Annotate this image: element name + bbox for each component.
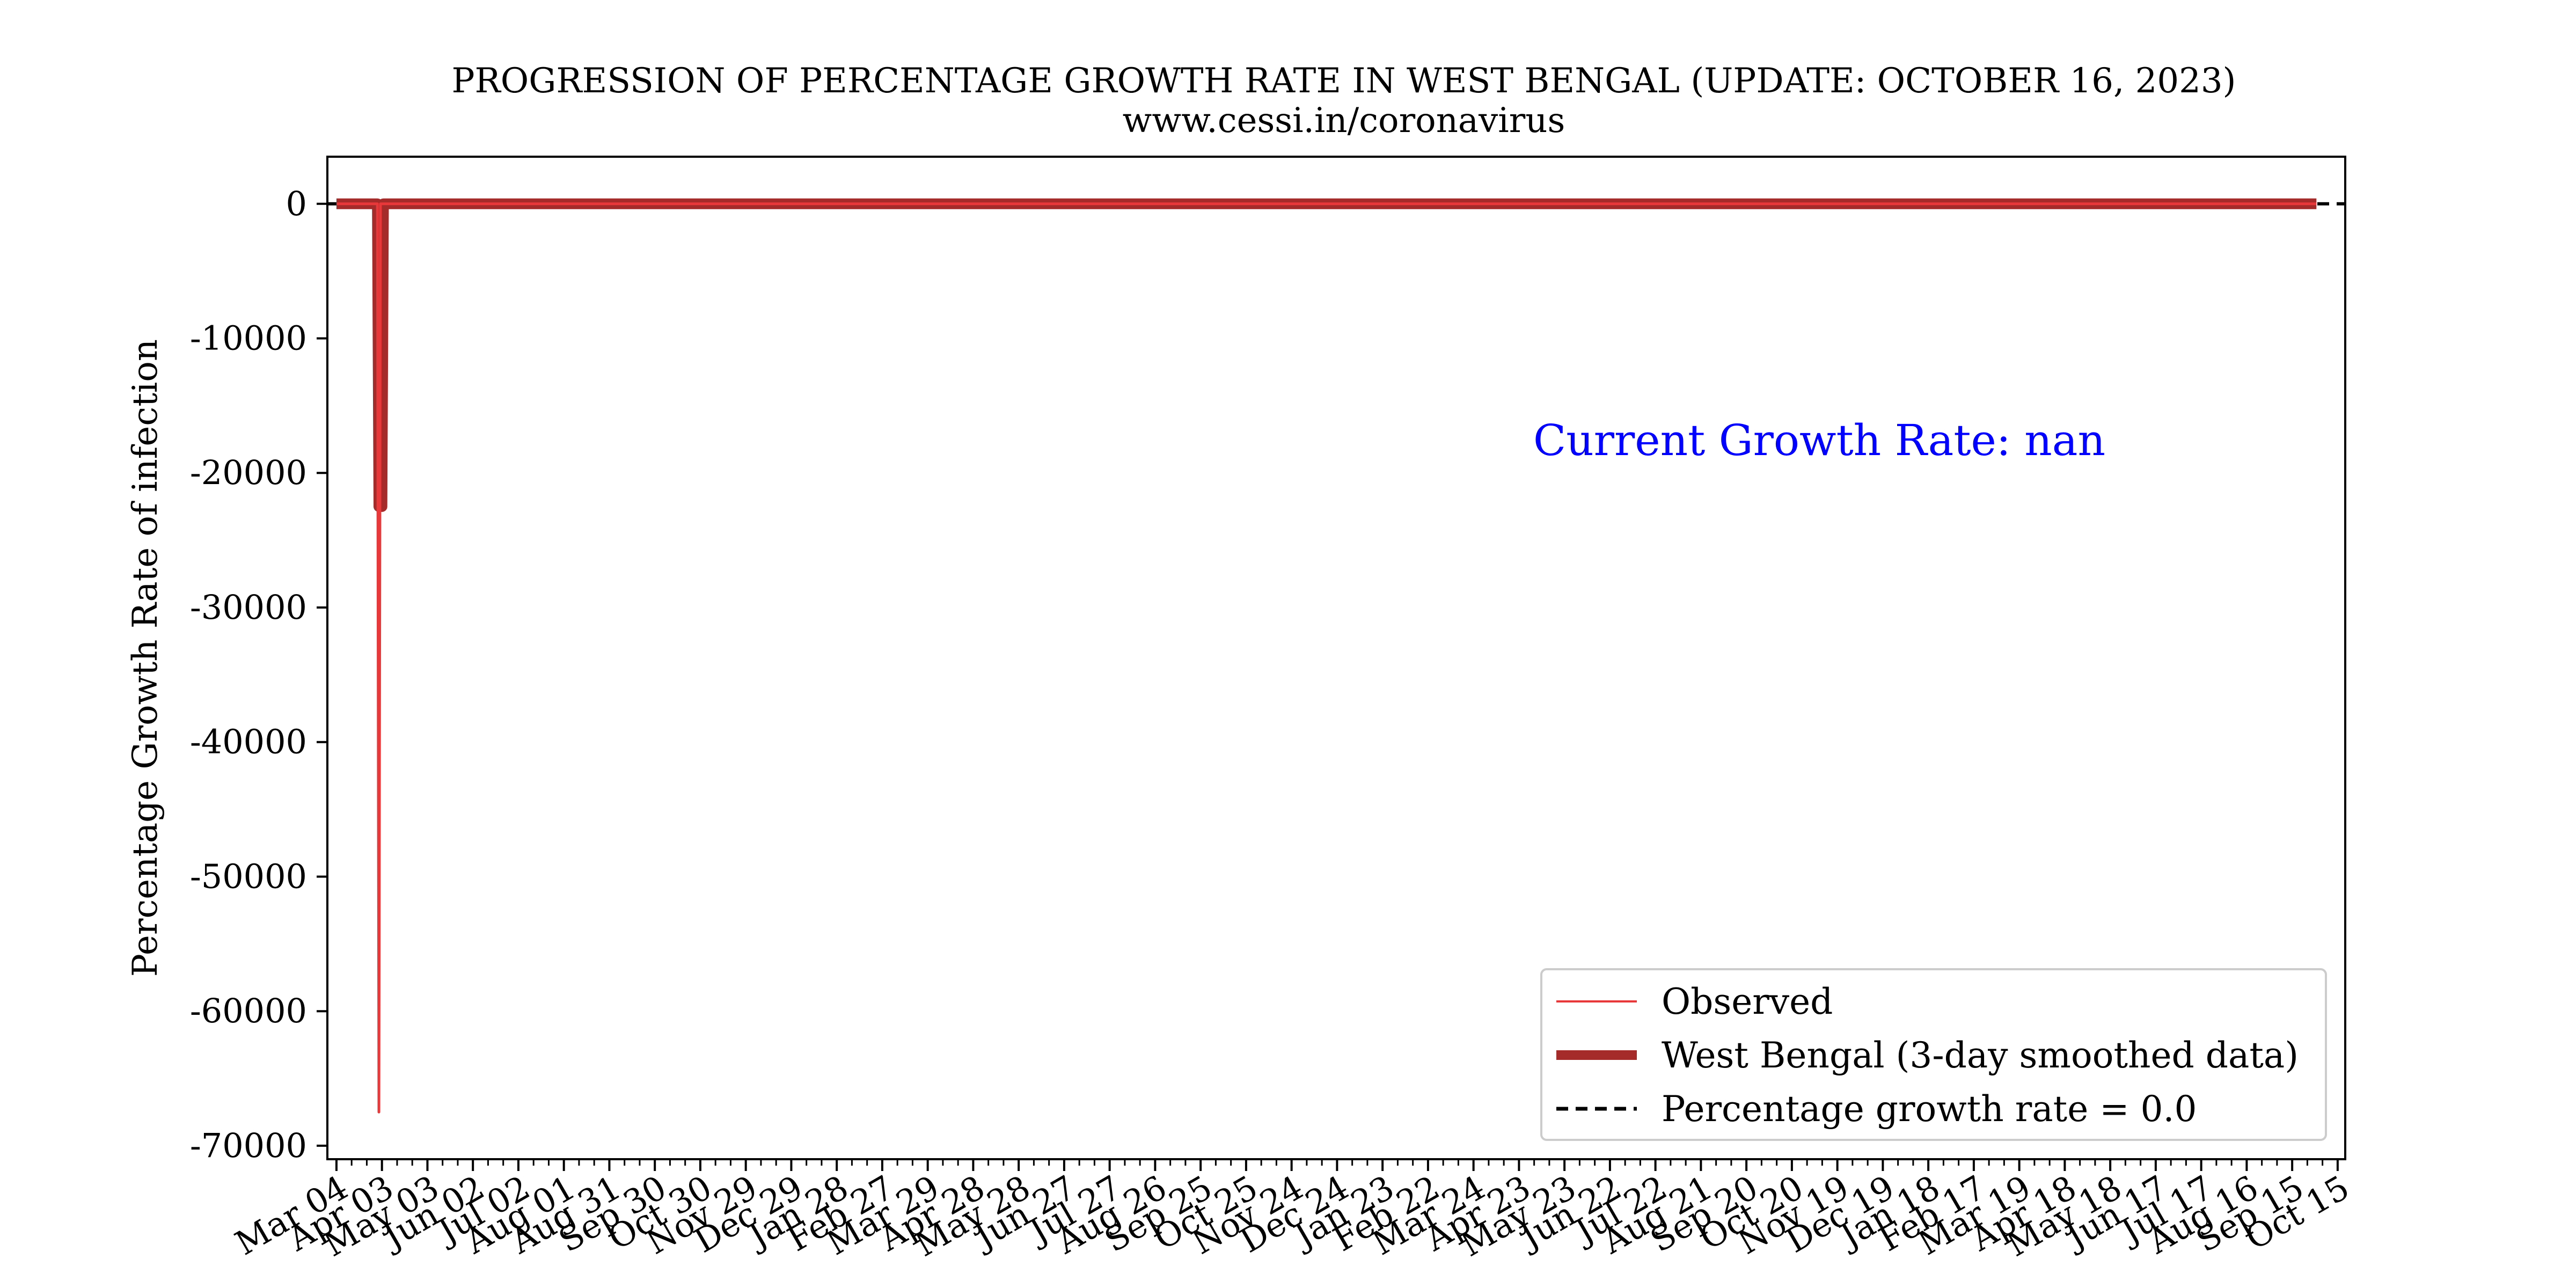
legend-label-percentage-growth-rate-0-0: Percentage growth rate = 0.0 [1662,1088,2197,1130]
y-tick-label: -20000 [190,453,307,492]
legend-box [1540,968,2327,1141]
y-tick-label: -30000 [190,588,307,627]
y-tick-label: -50000 [190,857,307,896]
series-line-observed [336,202,2317,1114]
y-tick-label: -60000 [190,991,307,1030]
chart-subtitle: www.cessi.in/coronavirus [1123,101,1565,141]
y-tick-label: 0 [286,184,307,223]
y-tick-label: -10000 [190,318,307,357]
legend-label-west-bengal-3-day-smoothed-data: West Bengal (3-day smoothed data) [1662,1035,2299,1076]
legend: Observed West Bengal (3-day smoothed data… [1540,968,2327,1141]
legend-label-observed: Observed [1662,981,1833,1022]
current-growth-rate-annotation: Current Growth Rate: nan [1533,415,2105,465]
plot-frame [326,156,2346,1160]
y-axis: 0 -10000 -20000 -30000 -40000 -50000 -60000 -70… [190,184,327,1165]
series-layer [327,198,2345,1114]
y-tick-label: -70000 [190,1126,307,1165]
chart-title: PROGRESSION OF PERCENTAGE GROWTH RATE IN… [451,61,2236,101]
y-tick-label: -40000 [190,722,307,762]
y-axis-label: Percentage Growth Rate of infection [126,339,165,977]
